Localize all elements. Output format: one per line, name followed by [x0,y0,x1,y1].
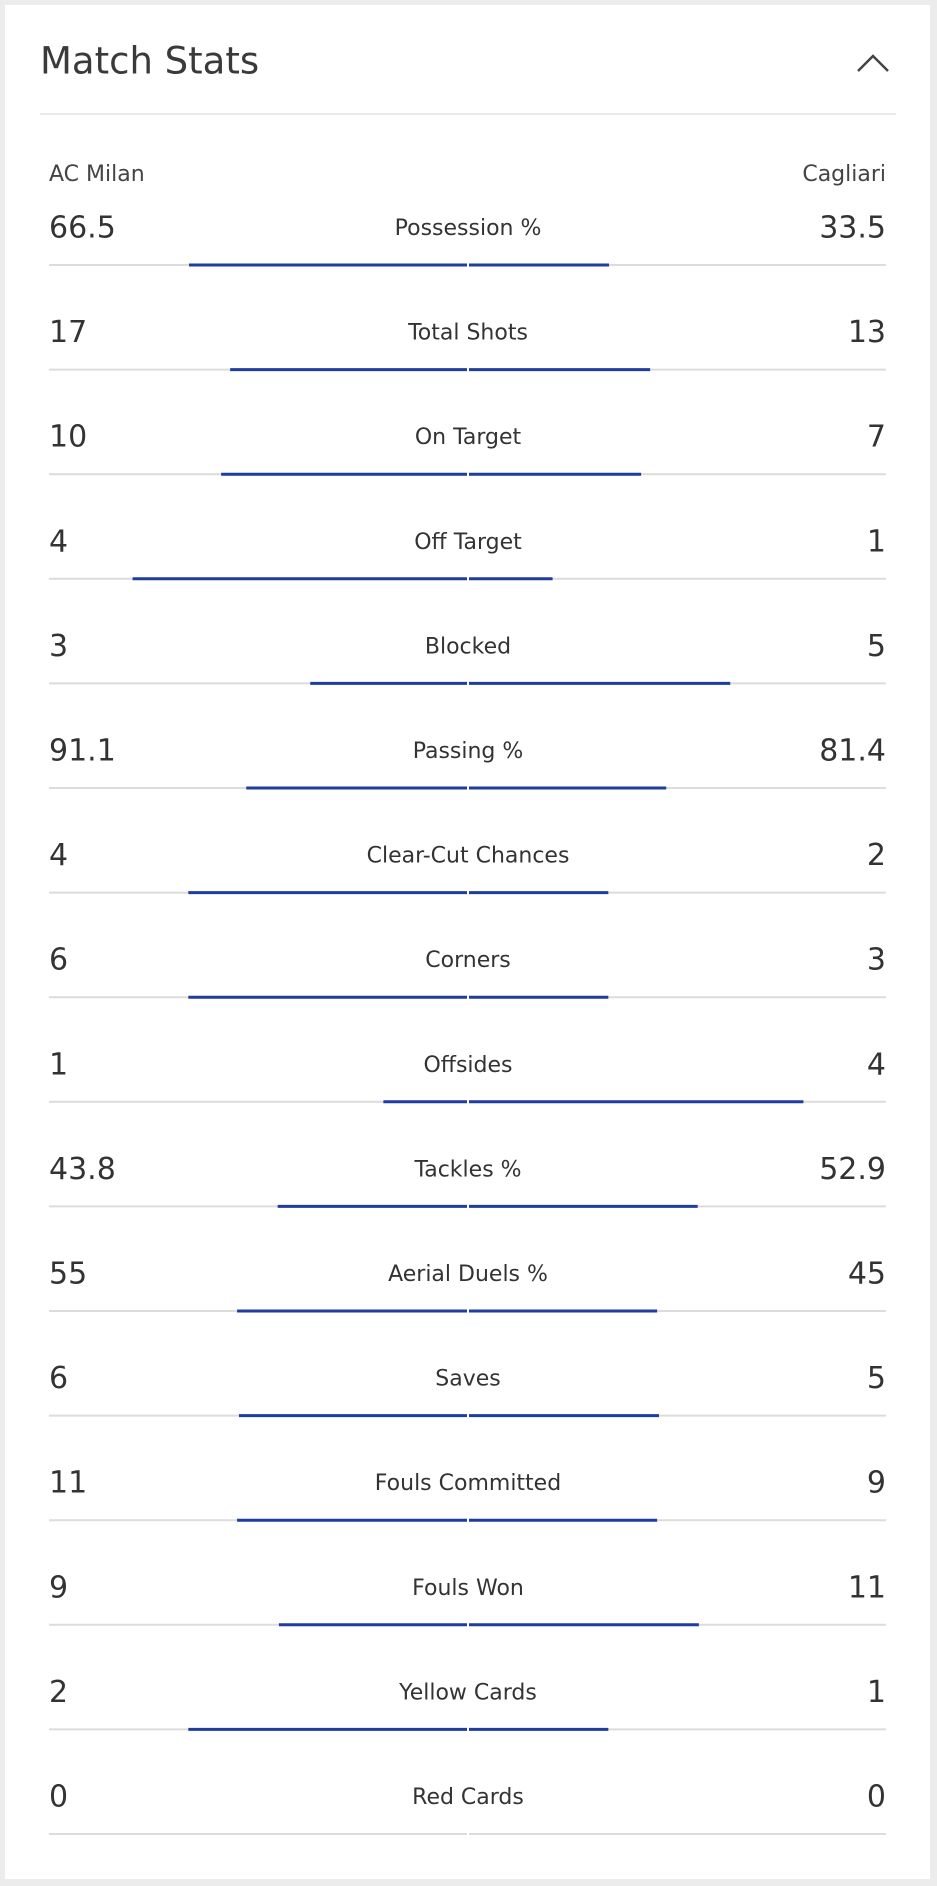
away-value: 5 [867,1361,886,1396]
stat-label: Blocked [425,634,511,659]
away-value: 11 [848,1570,886,1605]
away-value: 0 [867,1780,886,1815]
stat-label: Fouls Won [412,1576,524,1601]
stat-label: On Target [415,425,522,450]
away-team: Cagliari [802,162,886,187]
away-value: 9 [867,1466,886,1501]
stat-label: Offsides [423,1053,512,1078]
away-value: 4 [867,1047,886,1082]
home-value: 1 [49,1047,68,1082]
away-value: 3 [867,943,886,978]
home-value: 11 [49,1466,87,1501]
home-value: 17 [49,315,87,350]
away-value: 52.9 [819,1152,886,1187]
away-value: 45 [848,1257,886,1292]
home-value: 10 [49,420,87,455]
home-value: 0 [49,1780,68,1815]
stat-label: Passing % [413,739,524,764]
stat-label: Yellow Cards [398,1680,537,1705]
home-value: 6 [49,1361,68,1396]
collapse-toggle[interactable] [857,54,889,72]
stat-label: Red Cards [412,1785,524,1810]
stat-label: Fouls Committed [375,1471,561,1496]
stat-label: Total Shots [407,321,528,346]
stat-label: Possession % [395,216,542,241]
away-value: 81.4 [819,734,886,769]
away-value: 2 [867,838,886,873]
card [5,5,930,1879]
stat-label: Corners [425,948,510,973]
stat-label: Clear-Cut Chances [367,844,570,869]
home-value: 3 [49,629,68,664]
away-value: 13 [848,315,886,350]
home-value: 43.8 [49,1152,116,1187]
stat-label: Tackles % [413,1157,521,1182]
home-value: 91.1 [49,734,116,769]
stat-label: Off Target [414,530,522,555]
away-value: 7 [867,420,886,455]
home-team: AC Milan [49,162,145,187]
away-value: 33.5 [819,211,886,246]
home-value: 4 [49,524,68,559]
panel-title: Match Stats [40,40,259,83]
away-value: 1 [867,1675,886,1710]
home-value: 9 [49,1570,68,1605]
home-value: 2 [49,1675,68,1710]
stat-label: Aerial Duels % [388,1262,548,1287]
home-value: 66.5 [49,211,116,246]
away-value: 1 [867,524,886,559]
home-value: 4 [49,838,68,873]
away-value: 5 [867,629,886,664]
stat-label: Saves [435,1367,500,1392]
home-value: 55 [49,1257,87,1292]
home-value: 6 [49,943,68,978]
